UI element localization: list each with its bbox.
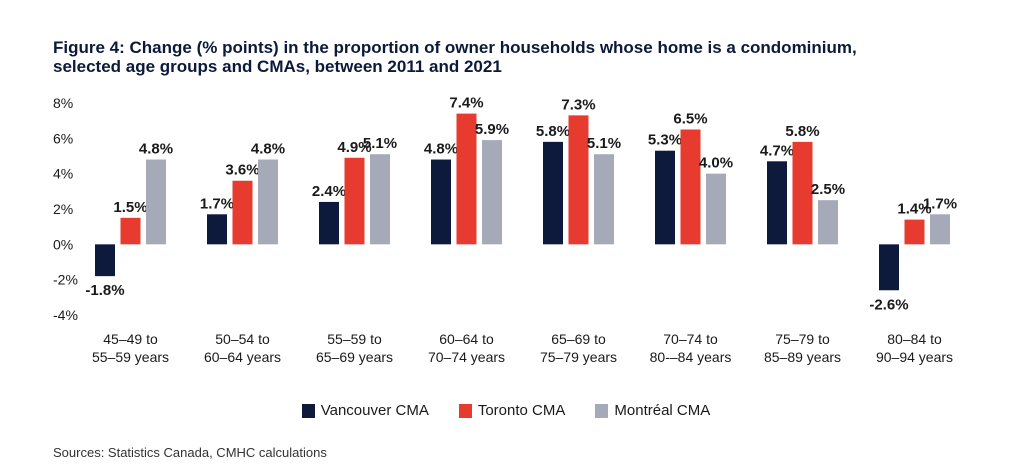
data-label: 7.4% [449, 95, 483, 112]
category-label: 50–54 to [215, 331, 270, 347]
category-label: 65–69 years [316, 349, 393, 365]
data-label: -1.8% [85, 282, 124, 299]
data-label: 5.8% [785, 123, 819, 140]
bar-vancouver-5 [655, 150, 675, 245]
bar-montreal-5 [706, 173, 726, 245]
data-label: 6.5% [673, 111, 707, 128]
category-label: 90–94 years [876, 349, 953, 365]
data-label: -2.6% [869, 296, 908, 313]
category-label: 70–74 years [428, 349, 505, 365]
category-label: 55–59 to [327, 331, 382, 347]
legend-swatch-toronto [458, 403, 472, 418]
category-label: 70–74 to [663, 331, 718, 347]
legend-item-toronto: Toronto CMA [458, 402, 566, 419]
category-label: 60–64 to [439, 331, 494, 347]
data-label: 7.3% [561, 96, 595, 113]
y-tick-label: -2% [53, 272, 78, 288]
bar-toronto-1 [232, 180, 253, 245]
bar-montreal-7 [930, 214, 950, 245]
category-label: 75–79 years [540, 349, 617, 365]
y-tick-label: 0% [53, 236, 73, 252]
bar-toronto-2 [344, 157, 365, 245]
y-tick-label: 8% [53, 95, 73, 111]
category-label: 65–69 to [551, 331, 606, 347]
data-label: 5.3% [648, 132, 682, 149]
bar-toronto-3 [456, 113, 477, 245]
data-label: 4.0% [699, 155, 733, 172]
category-label: 60–64 years [204, 349, 281, 365]
data-label: 1.5% [113, 199, 147, 216]
bar-montreal-1 [258, 159, 278, 245]
data-label: 5.8% [536, 123, 570, 140]
legend-swatch-montreal [595, 403, 609, 418]
bar-chart: 8% 6% 4% 2% 0% -2% -4% -1.8% 1.5% 4.8% 45–49 to 55–… [53, 95, 957, 365]
data-label: 2.5% [811, 181, 845, 198]
data-label: 4.9% [337, 139, 371, 156]
category-label: 80-–84 years [650, 349, 732, 365]
data-label: 5.1% [587, 135, 621, 152]
bar-montreal-3 [482, 140, 502, 245]
bar-vancouver-6 [767, 161, 787, 245]
data-label: 1.7% [923, 195, 957, 212]
legend-label-vancouver: Vancouver CMA [320, 402, 429, 419]
y-tick-label: 6% [53, 130, 73, 146]
category-label: 85–89 years [764, 349, 841, 365]
bar-vancouver-1 [207, 214, 227, 245]
y-tick-label: -4% [53, 307, 78, 323]
data-label: 4.8% [424, 141, 458, 158]
data-label: 5.9% [475, 121, 509, 138]
bar-montreal-2 [370, 154, 390, 245]
chart-title: Figure 4: Change (% points) in the propo… [53, 38, 1013, 76]
legend-swatch-vancouver [301, 403, 315, 418]
data-label: 4.8% [251, 141, 285, 158]
legend: Vancouver CMA Toronto CMA Montréal CMA [0, 402, 1032, 419]
bar-vancouver-4 [543, 141, 563, 245]
y-tick-label: 4% [53, 166, 73, 182]
data-label: 1.7% [200, 195, 234, 212]
bar-montreal-6 [818, 200, 838, 245]
category-label: 55–59 years [92, 349, 169, 365]
bar-vancouver-3 [431, 159, 451, 245]
bar-toronto-0 [120, 217, 141, 245]
data-label: 4.8% [139, 141, 173, 158]
category-label: 75–79 to [775, 331, 830, 347]
data-label: 5.1% [363, 135, 397, 152]
chart-title-line1: Figure 4: Change (% points) in the propo… [53, 38, 857, 57]
legend-item-montreal: Montréal CMA [595, 402, 710, 419]
data-label: 4.7% [760, 142, 794, 159]
bar-vancouver-0 [95, 244, 115, 277]
legend-item-vancouver: Vancouver CMA [301, 402, 429, 419]
bar-toronto-4 [568, 115, 589, 245]
data-label: 2.4% [312, 183, 346, 200]
bar-toronto-6 [792, 141, 813, 245]
legend-label-toronto: Toronto CMA [477, 402, 566, 419]
bar-vancouver-7 [879, 244, 899, 291]
category-label: 45–49 to [103, 331, 158, 347]
bar-montreal-0 [146, 159, 166, 245]
bar-toronto-7 [904, 219, 925, 245]
category-label: 80–84 to [887, 331, 942, 347]
data-label: 1.4% [897, 201, 931, 218]
y-tick-label: 2% [53, 201, 73, 217]
data-label: 3.6% [225, 162, 259, 179]
bar-vancouver-2 [319, 201, 339, 245]
legend-label-montreal: Montréal CMA [614, 402, 711, 419]
bar-toronto-5 [680, 129, 701, 245]
chart-title-line2: selected age groups and CMAs, between 20… [53, 57, 502, 76]
source-note: Sources: Statistics Canada, CMHC calcula… [53, 445, 327, 460]
bar-montreal-4 [594, 154, 614, 245]
